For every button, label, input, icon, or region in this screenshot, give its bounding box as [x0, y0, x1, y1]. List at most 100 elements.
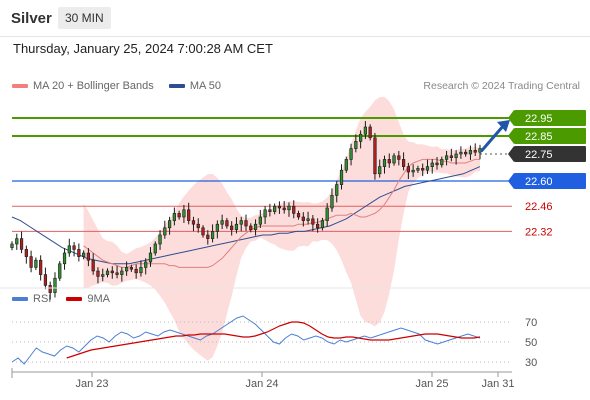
candle-body	[48, 285, 52, 293]
candle-body	[249, 225, 253, 230]
candle-body	[425, 166, 430, 171]
candle-body	[172, 213, 176, 221]
candle-body	[368, 126, 372, 139]
candle-body	[373, 137, 377, 175]
candle-body	[392, 155, 396, 164]
legend-rsi: RSI	[12, 293, 51, 305]
candle-body	[187, 209, 191, 221]
rsi-ma-line	[66, 321, 481, 359]
candle-body	[58, 263, 62, 279]
candle-body	[215, 223, 219, 232]
level-label-22.75: 22.75	[525, 149, 553, 161]
candle-body	[397, 155, 401, 160]
candle-body	[134, 268, 138, 274]
legend-rsi-ma: 9MA	[66, 293, 110, 305]
candle-body	[182, 209, 186, 218]
candle-body	[129, 267, 134, 270]
candle-body	[339, 169, 344, 185]
candle-body	[148, 252, 153, 263]
level-label-22.32: 22.32	[525, 226, 553, 238]
candle-body	[191, 220, 196, 225]
ma20-line	[83, 158, 480, 268]
legend-swatch-rsi	[12, 297, 28, 302]
timeframe-badge[interactable]: 30 MIN	[58, 7, 111, 29]
candle-body	[144, 261, 148, 268]
candle-body	[220, 220, 224, 225]
level-tag-22.75	[514, 146, 586, 162]
candle-body	[440, 159, 444, 166]
candle-body	[325, 207, 329, 221]
x-tick-label-jan-25: Jan 25	[415, 378, 448, 390]
candle-body	[86, 252, 91, 261]
candle-body	[292, 205, 296, 214]
candle-body	[91, 259, 95, 272]
candle-body	[430, 162, 434, 167]
candle-body	[153, 243, 157, 254]
candle-body	[201, 227, 205, 236]
candle-body	[273, 205, 277, 212]
candle-body	[387, 159, 391, 164]
candle-body	[234, 223, 239, 230]
candle-body	[120, 270, 124, 275]
level-tag-pointer-22.85	[508, 128, 514, 144]
research-credit: Research © 2024 Trading Central	[423, 80, 580, 92]
candle-body	[349, 148, 353, 160]
candle-body	[454, 153, 458, 158]
candle-body	[225, 220, 229, 227]
legend-swatch-ma20	[12, 84, 28, 89]
candle-body	[263, 209, 267, 218]
x-tick-label-jan-24: Jan 24	[245, 378, 278, 390]
forecast-arrow-shaft	[480, 123, 506, 152]
candle-body	[421, 168, 425, 171]
candle-body	[62, 252, 67, 265]
legend-swatch-ma50	[168, 84, 185, 89]
candle-body	[354, 141, 358, 149]
candle-body	[177, 213, 181, 218]
candle-body	[29, 256, 33, 268]
candle-body	[163, 227, 167, 236]
level-label-22.95: 22.95	[525, 113, 553, 125]
candle-body	[105, 270, 110, 275]
candle-body	[67, 245, 71, 254]
candle-body	[158, 234, 162, 245]
candle-body	[206, 234, 210, 239]
candle-body	[110, 270, 114, 274]
candle-body	[96, 270, 100, 277]
candle-body	[43, 274, 48, 286]
candle-body	[230, 225, 234, 230]
x-tick-label-jan-23: Jan 23	[75, 378, 108, 390]
level-tag-pointer-22.60	[508, 173, 514, 189]
candle-body	[301, 216, 305, 221]
candle-body	[358, 133, 363, 142]
candle-body	[277, 205, 282, 209]
candle-body	[464, 151, 468, 155]
candle-body	[77, 249, 81, 257]
instrument-title: Silver	[11, 10, 52, 27]
candle-body	[24, 249, 28, 257]
candle-body	[344, 159, 348, 171]
chart-datetime: Thursday, January 25, 2024 7:00:28 AM CE…	[13, 41, 273, 56]
candle-body	[449, 155, 453, 158]
candle-body	[53, 277, 57, 293]
level-tag-22.85	[514, 128, 586, 144]
legend-ma20-bollinger: MA 20 + Bollinger Bands	[12, 80, 154, 92]
candle-body	[101, 274, 105, 277]
candle-body	[72, 245, 76, 250]
candle-body	[416, 168, 420, 171]
candle-body	[244, 220, 248, 227]
level-label-22.46: 22.46	[525, 201, 553, 213]
forecast-arrow-head	[497, 120, 510, 132]
candle-body	[253, 223, 258, 230]
candle-body	[320, 220, 325, 229]
candle-body	[401, 159, 406, 167]
candle-body	[406, 166, 410, 173]
level-tag-22.60	[514, 173, 586, 189]
rsi-tick-label-50: 50	[525, 337, 537, 349]
candle-body	[15, 238, 19, 245]
legend-ma50: MA 50	[168, 80, 221, 92]
candle-body	[330, 195, 334, 209]
rsi-legend: RSI 9MA	[12, 293, 122, 305]
x-tick-label-jan-31: Jan 31	[481, 378, 514, 390]
candle-body	[411, 169, 415, 173]
